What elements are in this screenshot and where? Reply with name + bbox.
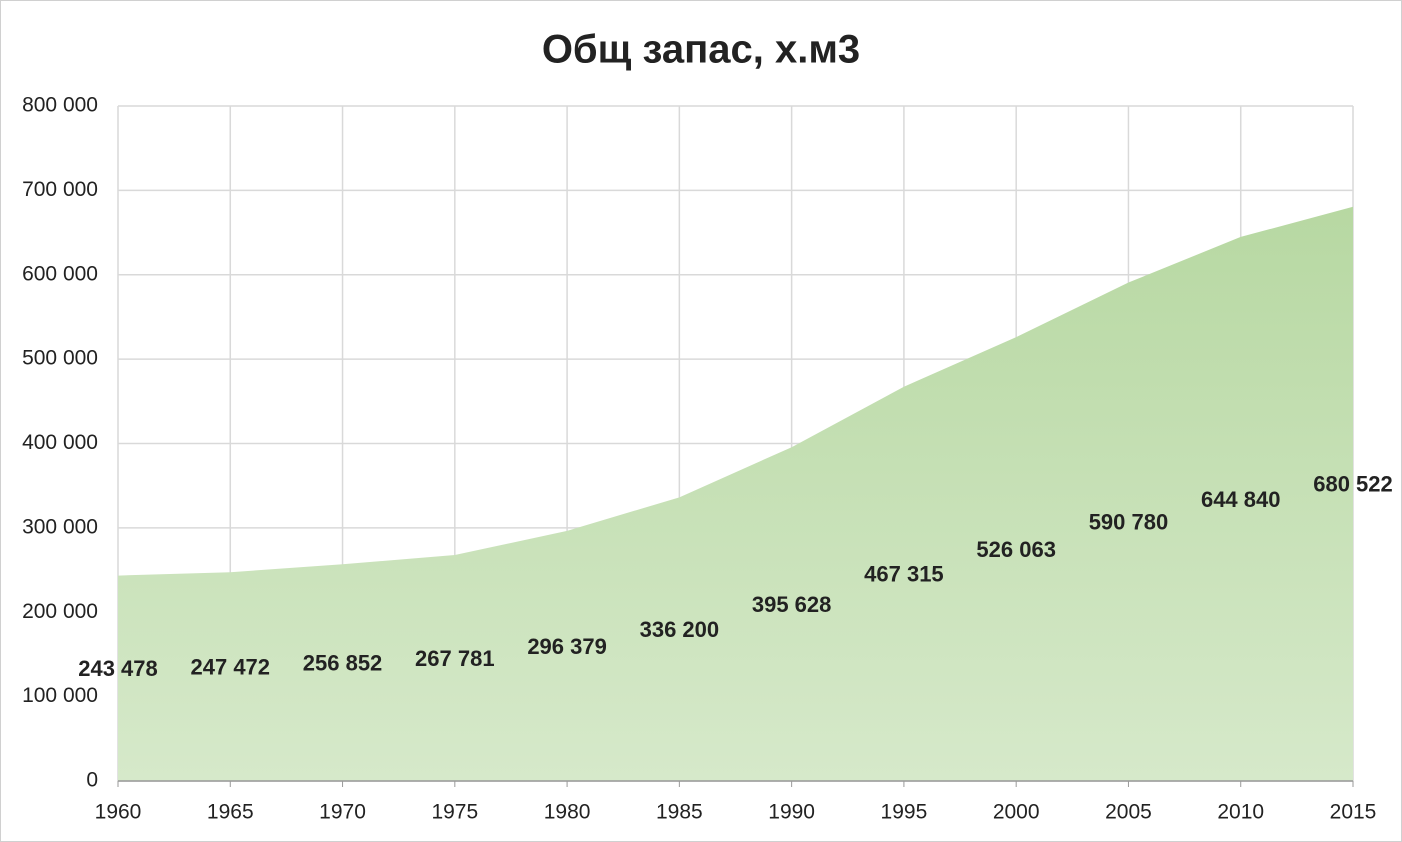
data-label: 590 780 — [1089, 510, 1169, 535]
data-label: 296 379 — [527, 634, 607, 659]
y-tick-label: 200 000 — [22, 600, 98, 623]
x-tick-label: 1995 — [881, 801, 928, 824]
y-tick-label: 600 000 — [22, 262, 98, 285]
data-label: 395 628 — [752, 592, 832, 617]
data-label: 467 315 — [864, 562, 944, 587]
data-label: 243 478 — [78, 656, 158, 681]
x-tick-label: 1990 — [768, 801, 815, 824]
data-label: 526 063 — [976, 537, 1056, 562]
data-label: 680 522 — [1313, 472, 1393, 497]
data-label: 267 781 — [415, 646, 495, 671]
y-tick-label: 500 000 — [22, 347, 98, 370]
y-tick-label: 300 000 — [22, 515, 98, 538]
data-label: 336 200 — [640, 617, 720, 642]
chart-title: Общ запас, х.м3 — [542, 28, 860, 72]
area — [118, 206, 1353, 781]
y-tick-label: 700 000 — [22, 178, 98, 201]
y-tick-label: 0 — [86, 769, 98, 792]
x-tick-label: 2005 — [1105, 801, 1152, 824]
y-tick-label: 800 000 — [22, 94, 98, 117]
x-tick-label: 1980 — [544, 801, 591, 824]
y-tick-label: 100 000 — [22, 684, 98, 707]
data-label: 644 840 — [1201, 487, 1281, 512]
data-label: 247 472 — [191, 654, 271, 679]
x-tick-label: 1975 — [431, 801, 478, 824]
x-tick-label: 1985 — [656, 801, 703, 824]
x-tick-label: 1965 — [207, 801, 254, 824]
x-tick-label: 2010 — [1217, 801, 1264, 824]
x-tick-label: 1960 — [95, 801, 142, 824]
x-tick-label: 1970 — [319, 801, 366, 824]
x-tick-label: 2000 — [993, 801, 1040, 824]
y-tick-label: 400 000 — [22, 431, 98, 454]
data-label: 256 852 — [303, 650, 383, 675]
x-tick-label: 2015 — [1330, 801, 1377, 824]
